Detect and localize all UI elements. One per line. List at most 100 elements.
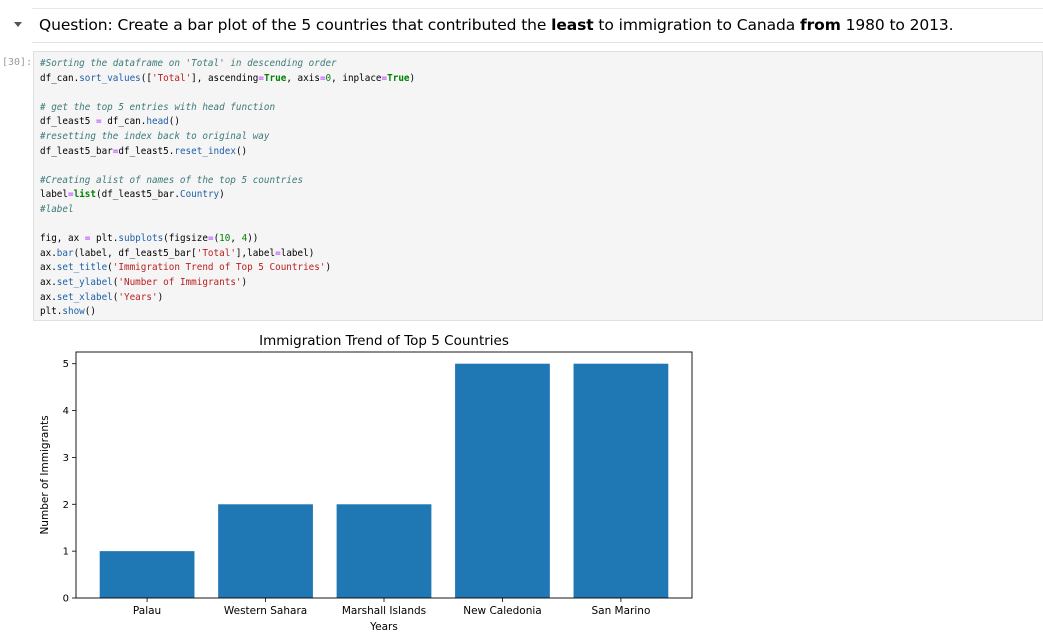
x-tick-label: Marshall Islands <box>342 605 426 617</box>
code-line <box>40 218 415 233</box>
code-token: = <box>207 233 214 245</box>
code-line: df_can.sort_values(['Total'], ascending=… <box>40 72 415 87</box>
code-token: #Creating alist of names of the top 5 co… <box>40 174 304 186</box>
heading-text: Question: Create a bar plot of the 5 cou… <box>39 16 552 34</box>
code-token: , <box>230 233 242 245</box>
code-token: = <box>68 189 74 201</box>
code-line: ax.set_ylabel('Number of Immigrants') <box>40 276 415 291</box>
bar <box>455 363 550 598</box>
code-token: df_can. <box>101 116 147 128</box>
code-token: () <box>84 306 96 318</box>
code-token: 'Number of Immigrants' <box>118 276 242 288</box>
code-token: . <box>73 72 80 84</box>
code-token: ax. <box>40 291 57 303</box>
code-token: = <box>381 72 388 84</box>
code-line: label=list(df_least5_bar.Country) <box>40 188 415 203</box>
code-text[interactable]: #Sorting the dataframe on 'Total' in des… <box>40 57 415 320</box>
code-token: )) <box>247 233 259 245</box>
code-token: , axis <box>286 72 320 84</box>
code-token: 'Total' <box>196 247 236 259</box>
code-token: True <box>387 72 410 84</box>
code-token: 4 <box>241 233 248 245</box>
code-token: head <box>146 116 169 128</box>
heading-bold-text: from <box>799 16 841 34</box>
code-editor[interactable]: #Sorting the dataframe on 'Total' in des… <box>33 51 1043 321</box>
code-token: ) <box>409 72 416 84</box>
y-tick-label: 0 <box>63 594 69 605</box>
y-axis-label: Number of Immigrants <box>39 415 51 534</box>
code-token: ) <box>219 189 225 201</box>
code-token: (label, df_least5_bar[ <box>73 247 197 259</box>
code-token: #Sorting the dataframe on 'Total' in des… <box>40 58 337 69</box>
x-axis-label: Years <box>369 621 398 633</box>
code-token: sort_values <box>79 72 141 84</box>
heading-underline <box>32 42 1043 43</box>
y-tick-label: 5 <box>63 359 69 370</box>
code-line: df_least5 = df_can.head() <box>40 115 415 130</box>
x-tick-label: Western Sahara <box>224 605 307 617</box>
bar <box>573 363 669 598</box>
code-token: ], ascending <box>191 72 259 84</box>
code-token: True <box>263 72 287 84</box>
cell-top-border <box>32 8 1043 9</box>
execution-count: [30]: <box>2 57 33 68</box>
heading-text: to immigration to Canada <box>593 16 800 34</box>
code-line: ax.bar(label, df_least5_bar['Total'],lab… <box>40 247 415 262</box>
chart-title: Immigration Trend of Top 5 Countries <box>259 333 509 349</box>
code-token: ) <box>325 262 332 274</box>
code-token: 'Immigration Trend of Top 5 Countries' <box>112 262 326 274</box>
code-token: ([ <box>140 72 152 84</box>
question-heading: Question: Create a bar plot of the 5 cou… <box>39 16 954 34</box>
y-tick-label: 2 <box>63 500 69 511</box>
x-tick-label: Palau <box>133 605 161 617</box>
code-token: 'Total' <box>151 72 192 84</box>
code-token: ( <box>107 262 113 274</box>
code-token: (figsize <box>163 233 208 245</box>
code-token: #resetting the index back to original wa… <box>40 130 270 142</box>
code-line: df_least5_bar=df_least5.reset_index() <box>40 145 415 160</box>
code-token: #label <box>40 203 74 215</box>
x-tick-label: San Marino <box>591 605 650 617</box>
code-token: = <box>95 116 102 128</box>
code-token: df_can <box>40 72 74 84</box>
code-line: plt.show() <box>40 305 415 320</box>
code-token: label <box>40 189 68 201</box>
code-token: bar <box>56 247 74 259</box>
cell-output: Immigration Trend of Top 5 Countries Pala… <box>33 326 713 638</box>
code-line: #label <box>40 203 415 218</box>
code-token: plt. <box>40 306 63 318</box>
code-token: subplots <box>118 233 164 245</box>
bar-chart: Immigration Trend of Top 5 Countries Pala… <box>39 333 693 633</box>
code-token: set_xlabel <box>56 291 113 303</box>
code-token: (df_least5_bar. <box>96 189 180 201</box>
code-line: fig, ax = plt.subplots(figsize=(10, 4)) <box>40 232 415 247</box>
code-token: plt. <box>90 233 119 245</box>
code-token: ( <box>112 276 119 288</box>
code-token: df_least5. <box>118 145 175 157</box>
code-token: = <box>258 72 264 84</box>
code-token: () <box>235 145 248 157</box>
code-token: Country <box>179 189 220 201</box>
collapse-caret-icon[interactable] <box>14 22 22 27</box>
code-token: reset_index <box>174 145 236 157</box>
code-token: ax. <box>40 247 57 259</box>
code-token: ) <box>157 291 164 303</box>
code-token: df_least5 <box>40 116 96 128</box>
bar <box>336 504 432 598</box>
code-token: list <box>73 189 96 201</box>
code-line: #Sorting the dataframe on 'Total' in des… <box>40 57 415 72</box>
code-token: ],label <box>235 247 276 259</box>
code-token: , inplace <box>331 72 382 84</box>
code-token: = <box>275 247 281 259</box>
code-token: 10 <box>219 233 231 245</box>
code-line <box>40 159 415 174</box>
y-tick-label: 4 <box>63 406 69 417</box>
code-token: () <box>168 116 180 128</box>
code-token: set_ylabel <box>56 276 113 288</box>
code-token: 0 <box>325 72 332 84</box>
code-line: # get the top 5 entries with head functi… <box>40 101 415 116</box>
code-token: show <box>62 306 85 318</box>
bar <box>218 504 313 598</box>
code-token: fig, ax <box>40 233 85 245</box>
code-token: ax. <box>40 262 57 274</box>
